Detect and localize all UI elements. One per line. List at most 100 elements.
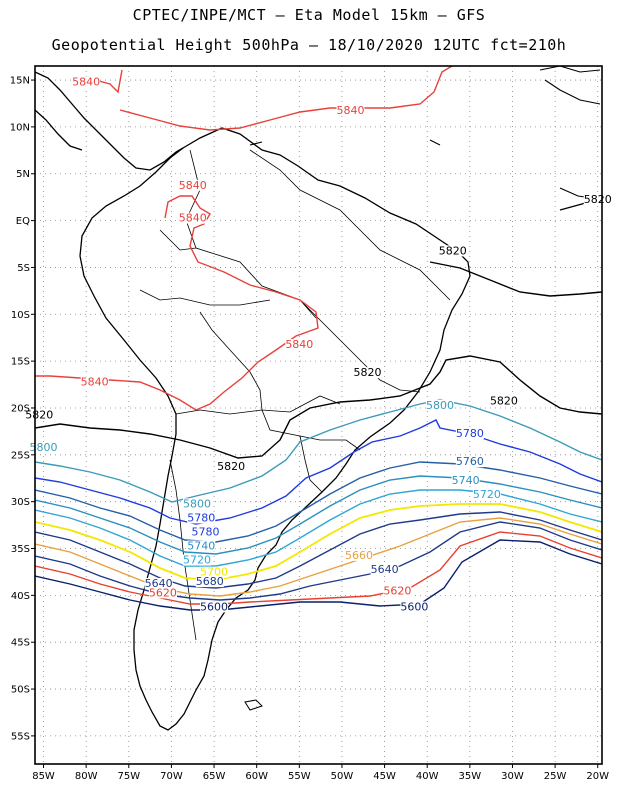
contour-label-bg [29,442,58,454]
lon-tick-label: 20W [586,771,609,782]
contour-5760 [35,461,602,543]
contour-label-bg [336,104,365,116]
contour-label-bg [183,554,211,566]
lat-tick-label: 5N [16,169,30,180]
contour-5680 [35,511,602,589]
lat-tick-label: 15S [11,357,30,368]
lon-tick-label: 35W [459,771,482,782]
lon-tick-label: 30W [501,771,524,782]
contour-label: 5800 [30,441,58,454]
lon-tick-label: 70W [160,771,183,782]
contour-label: 5840 [72,76,100,89]
contour-label-bg [183,498,211,510]
contour-label: 5620 [383,584,411,597]
contour-label-bg [455,428,484,440]
lat-tick-label: 35S [11,544,30,555]
map-frame [34,65,603,765]
contour-label: 5740 [452,474,480,487]
contour-label-bg [438,245,467,257]
lat-tick-label: 10S [11,310,30,321]
contour-5780 [35,419,602,525]
contour-label: 5660 [345,549,373,562]
contour-label: 5840 [179,179,207,192]
caribbean-islands [249,66,601,146]
contour-label-bg [400,601,429,613]
contour-label-bg [353,367,382,379]
contour-label: 5820 [217,460,245,473]
contour-label: 5720 [183,554,211,567]
contour-label: 5840 [81,376,109,389]
contour-label: 5800 [426,399,454,412]
contour-label-bg [25,409,54,421]
contour-label-bg [285,339,314,351]
contour-label: 5780 [192,525,220,538]
contour-labels: 5840 5840 5840 5840 5840 5840 5820 5820 5820 5820… [25,76,612,613]
lon-tick-label: 60W [245,771,268,782]
falkland-islands [244,699,263,711]
lat-tick-label: 30S [11,497,30,508]
contour-label-bg [200,566,229,578]
lat-tick-label: EQ [16,216,30,227]
lon-tick-label: 50W [331,771,354,782]
contour-label-bg [345,549,373,561]
lon-tick-label: 75W [117,771,140,782]
contour-label: 5620 [149,586,177,599]
contour-label: 5840 [285,338,313,351]
contour-label-bg [200,601,229,613]
contour-label-bg [178,179,207,191]
lon-tick-label: 65W [203,771,226,782]
contour-label-bg [80,376,109,388]
contour-label: 5640 [145,577,173,590]
contour-label-bg [426,399,454,411]
lat-tick-label: 25S [11,450,30,461]
contour-label-bg [217,460,246,472]
contour-label: 5820 [584,193,612,206]
lat-tick-label: 5S [17,263,30,274]
lat-tick-label: 20S [11,403,30,414]
contour-5800 [35,399,602,503]
lat-tick-label: 50S [11,685,30,696]
contour-5600 [35,539,602,611]
contour-5660 [35,517,602,597]
contour-label: 5700 [200,566,228,579]
contour-label-bg [370,563,399,575]
contour-label: 5840 [336,104,364,117]
contour-label-bg [489,395,518,407]
axis-ticks: 15N 10N 5N EQ 5S 10S 15S 20S 25S 30S 35S 40S 45S 50S 5… [10,76,609,782]
contour-label-bg [144,577,173,589]
contour-label: 5740 [187,540,215,553]
contour-label-bg [383,585,412,597]
contour-label: 5600 [200,600,228,613]
contour-label: 5820 [490,394,518,407]
lat-tick-label: 45S [11,638,30,649]
contour-5640 [35,521,602,601]
contour-label-bg [187,512,216,524]
contour-label: 5800 [183,497,211,510]
contour-label: 5600 [400,600,428,613]
contour-label-bg [455,456,484,468]
map-title-line1: CPTEC/INPE/MCT – Eta Model 15km – GFS [132,6,486,24]
contour-label-bg [451,474,480,486]
contour-label-bg [583,193,612,205]
contour-label-bg [72,76,101,88]
contour-label: 5820 [439,244,467,257]
contour-label-bg [191,526,220,538]
contour-label: 5640 [371,563,399,576]
lat-tick-label: 40S [11,591,30,602]
contour-label: 5780 [456,427,484,440]
lon-tick-label: 85W [32,771,55,782]
lon-tick-label: 80W [75,771,98,782]
contour-5740 [35,475,602,555]
lat-tick-label: 55S [11,731,30,742]
contour-label-bg [148,587,177,599]
contour-label: 5760 [456,455,484,468]
lon-tick-label: 55W [288,771,311,782]
central-america-coast [35,71,184,171]
contour-5700 [35,503,602,581]
map-title-line2: Geopotential Height 500hPa – 18/10/2020 … [51,36,567,54]
contour-label-bg [178,212,207,224]
lat-tick-label: 15N [10,76,30,87]
contour-label-bg [187,540,216,552]
contour-label-bg [195,576,224,588]
